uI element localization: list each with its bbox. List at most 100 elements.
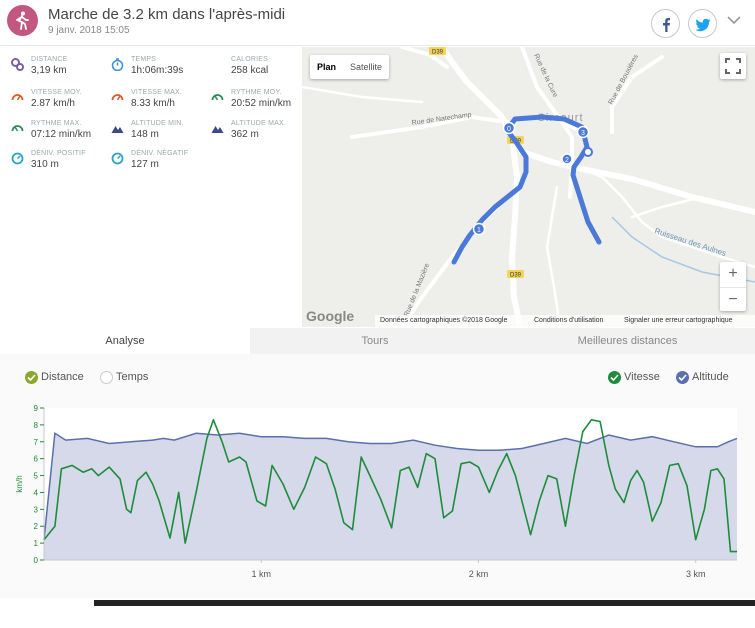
- svg-text:0: 0: [507, 126, 511, 133]
- stat-value: 8.33 km/h: [131, 98, 175, 109]
- toggle-vitesse[interactable]: Vitesse: [608, 370, 668, 386]
- map-type-toggle[interactable]: Plan Satellite: [310, 55, 390, 79]
- stat-label: DÉNIV. NÉGATIF: [131, 150, 189, 157]
- walk-icon: [7, 5, 38, 36]
- x-tick-label: 2 km: [469, 569, 489, 579]
- speedometer-icon: [111, 91, 124, 104]
- analysis-panel: Distance Temps Vitesse Altitude 0 1 2 3 4 5 6 7…: [0, 354, 755, 598]
- chevron-down-icon[interactable]: [727, 16, 741, 25]
- fullscreen-button[interactable]: [720, 53, 746, 79]
- fullscreen-icon: [725, 58, 741, 74]
- y-tick-label: 1: [34, 539, 39, 548]
- pace-icon: [211, 91, 224, 104]
- tab-meilleures-distances[interactable]: Meilleures distances: [577, 335, 678, 347]
- y-tick-label: 4: [34, 488, 39, 497]
- terms-link[interactable]: Conditions d'utilisation: [534, 317, 604, 324]
- road-shield: [507, 270, 524, 278]
- twitter-icon: [695, 18, 711, 32]
- toggle-altitude-label: Altitude: [692, 371, 729, 383]
- toggle-temps-label: Temps: [116, 371, 149, 383]
- flame-icon: [211, 58, 224, 71]
- twitter-share-button[interactable]: [688, 9, 717, 38]
- x-tick-label: 3 km: [686, 569, 706, 579]
- stat-label: DISTANCE: [31, 56, 68, 63]
- stat-label: DÉNIV. POSITIF: [31, 150, 86, 157]
- y-tick-label: 7: [34, 438, 39, 447]
- route-marker[interactable]: [583, 147, 593, 157]
- toggle-altitude[interactable]: Altitude: [676, 370, 746, 386]
- stat-label: RYTHME MOY.: [231, 89, 282, 96]
- stat-value: 3,19 km: [31, 65, 67, 76]
- stopwatch-icon: [111, 58, 124, 72]
- road-shield: [429, 47, 446, 55]
- stat-label: CALORIES: [231, 56, 268, 63]
- altitude-area: [44, 433, 737, 560]
- y-tick-label: 0: [34, 556, 39, 565]
- map-type-plan[interactable]: Plan: [317, 62, 337, 72]
- analysis-tabs: Analyse Tours Meilleures distances: [0, 328, 755, 354]
- altitude-line: [43, 432, 738, 540]
- stat-vitesse-max: VITESSE MAX. 8.33 km/h: [100, 88, 200, 116]
- toggle-temps[interactable]: Temps: [100, 370, 160, 386]
- y-axis-label: km/h: [15, 475, 24, 492]
- zoom-controls: + −: [720, 262, 746, 311]
- gauge-icon: [111, 152, 124, 165]
- facebook-icon: [663, 18, 670, 32]
- toggle-distance[interactable]: Distance: [25, 370, 95, 386]
- route-marker[interactable]: 2: [561, 153, 573, 165]
- stat-calories: CALORIES 258 kcal: [200, 55, 300, 83]
- map-type-satellite[interactable]: Satellite: [350, 62, 383, 72]
- stat-altitude-min: ALTITUDE MIN. 148 m: [100, 119, 200, 147]
- report-error-link[interactable]: Signaler une erreur cartographique: [624, 317, 733, 324]
- route-marker[interactable]: 1: [472, 222, 486, 236]
- svg-text:2: 2: [565, 157, 569, 164]
- mountain-icon: [211, 122, 224, 135]
- toggle-distance-label: Distance: [41, 371, 84, 383]
- bottom-strip: [94, 600, 755, 606]
- speed-altitude-chart[interactable]: 0 1 2 3 4 5 6 7 8 9 km/h 1 km 2 km 3 km: [0, 398, 755, 628]
- speedometer-icon: [11, 91, 24, 104]
- google-logo: Google: [306, 308, 355, 324]
- stat-altitude-max: ALTITUDE MAX. 362 m: [200, 119, 300, 147]
- road-label: D39: [432, 50, 444, 56]
- stat-value: 1h:06m:39s: [131, 65, 184, 76]
- tab-tours[interactable]: Tours: [361, 335, 389, 347]
- stat-value: 258 kcal: [231, 65, 269, 76]
- stat-value: 148 m: [131, 129, 159, 140]
- stat-déniv-positif: DÉNIV. POSITIF 310 m: [0, 149, 100, 177]
- y-tick-label: 9: [34, 404, 39, 413]
- gauge-icon: [11, 152, 24, 165]
- stat-vitesse-moy: VITESSE MOY. 2.87 km/h: [0, 88, 100, 116]
- zoom-in-button[interactable]: +: [728, 265, 738, 282]
- stats-panel: DISTANCE 3,19 km TEMPS 1h:06m:39s CALORIES 25…: [0, 47, 301, 327]
- stat-temps: TEMPS 1h:06m:39s: [100, 55, 200, 83]
- map-data-credit: Données cartographiques ©2018 Google: [380, 317, 508, 324]
- y-tick-label: 5: [34, 472, 39, 481]
- stat-label: TEMPS: [131, 56, 157, 63]
- stat-value: 310 m: [31, 159, 59, 170]
- check-icon: [676, 371, 689, 384]
- y-tick-label: 6: [34, 455, 39, 464]
- stat-label: VITESSE MAX.: [131, 89, 183, 96]
- zoom-out-button[interactable]: −: [720, 287, 746, 311]
- route-marker[interactable]: 3: [576, 125, 590, 139]
- tab-analyse[interactable]: Analyse: [0, 328, 250, 354]
- route-marker[interactable]: 0: [502, 121, 516, 135]
- activity-header: Marche de 3.2 km dans l'après-midi 9 jan…: [0, 0, 755, 46]
- stat-value: 127 m: [131, 159, 159, 170]
- facebook-share-button[interactable]: [651, 9, 680, 38]
- stat-rythme-moy: RYTHME MOY. 20:52 min/km: [200, 88, 300, 116]
- stat-rythme-max: RYTHME MAX. 07:12 min/km: [0, 119, 100, 147]
- stat-value: 2.87 km/h: [31, 98, 75, 109]
- check-icon: [25, 371, 38, 384]
- svg-text:3: 3: [581, 130, 585, 137]
- svg-text:1: 1: [477, 227, 481, 234]
- speed-line: [43, 419, 737, 553]
- toggle-vitesse-label: Vitesse: [624, 371, 660, 383]
- pace-icon: [11, 122, 24, 135]
- check-icon: [608, 371, 621, 384]
- route-map[interactable]: D39 D39 D39 Rue de Natechamp Rue de Boux…: [302, 47, 755, 327]
- stat-label: ALTITUDE MAX.: [231, 120, 286, 127]
- stat-label: ALTITUDE MIN.: [131, 120, 184, 127]
- map-canvas[interactable]: D39 D39 D39 Rue de Natechamp Rue de Boux…: [302, 47, 755, 327]
